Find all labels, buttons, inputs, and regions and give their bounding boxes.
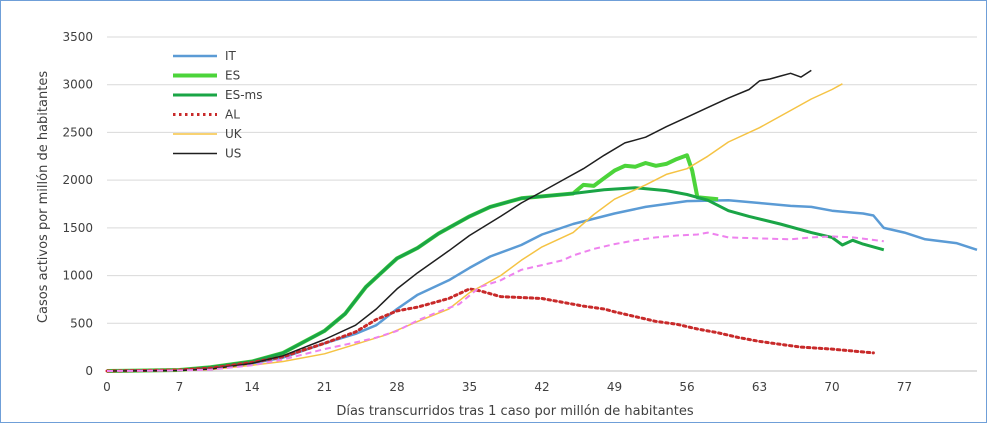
y-tick-label: 1000 xyxy=(62,269,93,283)
x-tick-label: 56 xyxy=(679,380,694,394)
series-line-us xyxy=(106,69,812,372)
y-axis-ticks: 0 500 1000 1500 2000 2500 3000 3500 xyxy=(62,30,93,378)
y-tick-label: 2500 xyxy=(62,125,93,139)
x-tick-label: 7 xyxy=(176,380,184,394)
series-line-it xyxy=(106,198,978,373)
legend-label: IT xyxy=(225,49,237,63)
y-tick-label: 0 xyxy=(85,364,93,378)
legend-label: ES xyxy=(225,69,240,83)
x-tick-label: 63 xyxy=(752,380,767,394)
series-line-uk xyxy=(106,83,843,372)
gridlines xyxy=(107,36,977,372)
legend-label: ES-ms xyxy=(225,88,262,102)
legend: IT ES ES-ms AL UK US xyxy=(173,49,262,161)
y-tick-label: 1500 xyxy=(62,221,93,235)
x-tick-label: 42 xyxy=(534,380,549,394)
series-line-es-ms xyxy=(106,186,885,373)
legend-label: UK xyxy=(225,127,243,141)
x-tick-label: 77 xyxy=(897,380,912,394)
x-tick-label: 35 xyxy=(462,380,477,394)
series-line-unnamed xyxy=(106,231,884,372)
series-lines xyxy=(105,69,978,373)
y-axis-label: Casos activos por millón de habitantes xyxy=(36,71,51,323)
x-tick-label: 21 xyxy=(317,380,332,394)
x-tick-label: 70 xyxy=(824,380,839,394)
x-tick-label: 14 xyxy=(244,380,259,394)
x-tick-label: 49 xyxy=(607,380,622,394)
y-tick-label: 2000 xyxy=(62,173,93,187)
legend-label: AL xyxy=(225,108,240,122)
y-tick-label: 3000 xyxy=(62,78,93,92)
y-tick-label: 3500 xyxy=(62,30,93,44)
x-tick-label: 28 xyxy=(389,380,404,394)
x-tick-label: 0 xyxy=(103,380,111,394)
x-axis-ticks: 0 7 14 21 28 35 42 49 56 63 70 77 xyxy=(103,380,912,394)
y-tick-label: 500 xyxy=(70,316,93,330)
legend-label: US xyxy=(225,147,241,161)
series-line-al xyxy=(105,287,875,373)
x-axis-label: Días transcurridos tras 1 caso por milló… xyxy=(336,404,694,419)
